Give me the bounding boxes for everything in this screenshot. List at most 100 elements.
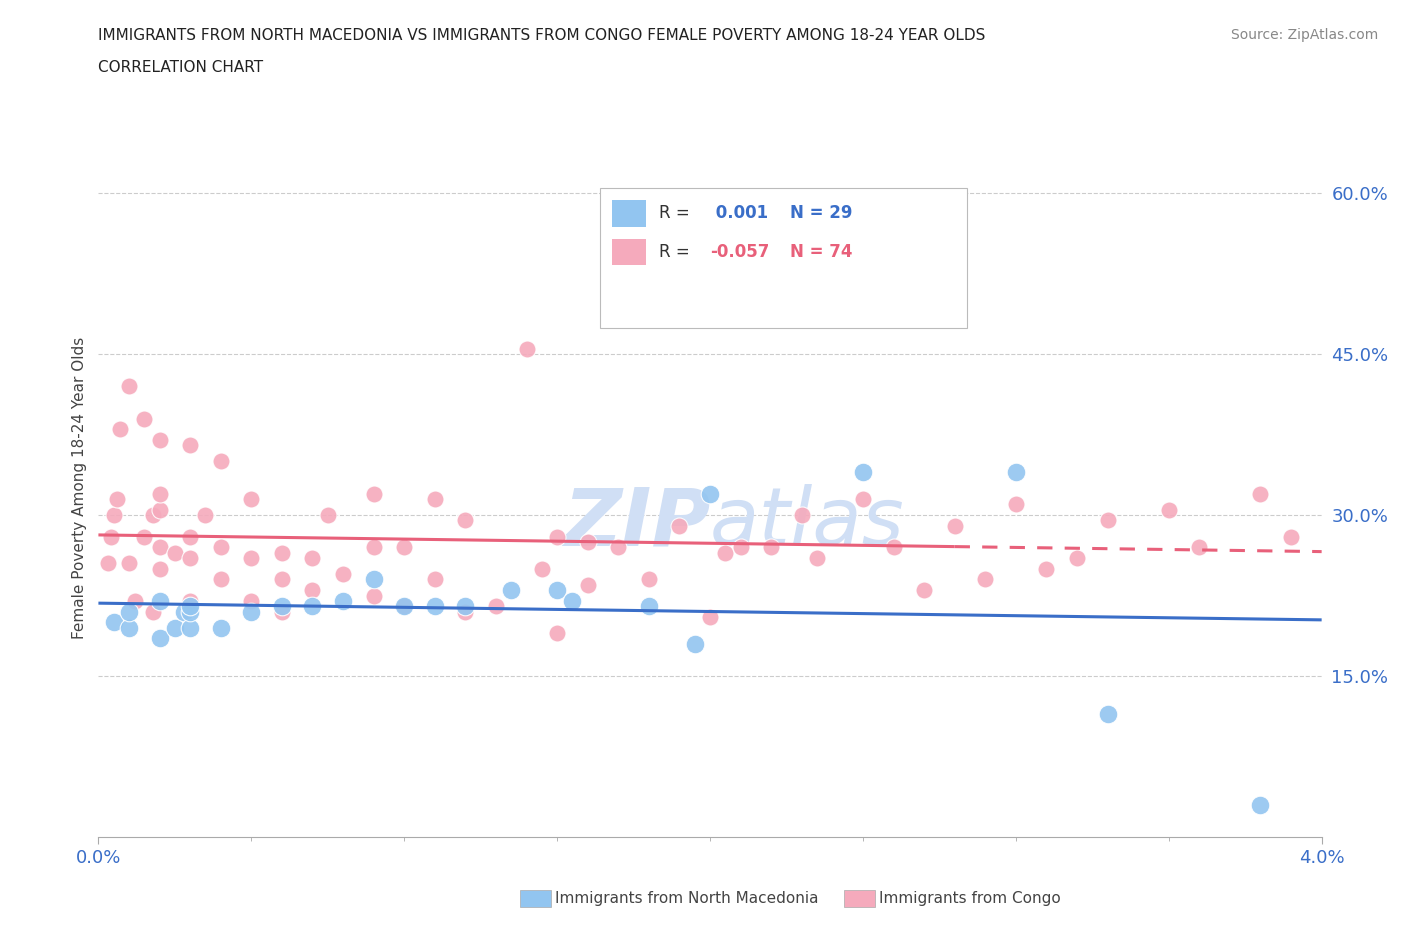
Point	[118, 604, 141, 619]
Point	[103, 508, 125, 523]
Point	[683, 636, 706, 651]
Bar	[612, 200, 647, 227]
Y-axis label: Female Poverty Among 18-24 Year Olds: Female Poverty Among 18-24 Year Olds	[72, 338, 87, 640]
Point	[1004, 465, 1026, 480]
Point	[149, 539, 172, 554]
Point	[730, 539, 752, 554]
Text: atlas: atlas	[710, 485, 905, 562]
Point	[576, 578, 599, 592]
Point	[576, 535, 599, 550]
Point	[423, 572, 446, 587]
Point	[173, 604, 195, 619]
Point	[240, 551, 263, 565]
Point	[134, 411, 156, 426]
Point	[301, 551, 323, 565]
Point	[454, 513, 477, 528]
Point	[699, 486, 721, 501]
Point	[149, 432, 172, 447]
Point	[485, 599, 508, 614]
Point	[546, 529, 568, 544]
Point	[301, 583, 323, 598]
Point	[714, 545, 737, 560]
Text: ZIP: ZIP	[562, 485, 710, 562]
Point	[118, 379, 141, 393]
Point	[240, 593, 263, 608]
Text: IMMIGRANTS FROM NORTH MACEDONIA VS IMMIGRANTS FROM CONGO FEMALE POVERTY AMONG 18: IMMIGRANTS FROM NORTH MACEDONIA VS IMMIG…	[98, 28, 986, 43]
Point	[118, 556, 141, 571]
Point	[1004, 497, 1026, 512]
Point	[142, 604, 165, 619]
Point	[699, 609, 721, 624]
Point	[561, 593, 583, 608]
Point	[423, 492, 446, 507]
Point	[759, 539, 782, 554]
Point	[392, 539, 416, 554]
Point	[852, 465, 875, 480]
Text: N = 74: N = 74	[790, 243, 852, 260]
Point	[637, 572, 661, 587]
Point	[392, 599, 416, 614]
Bar	[612, 239, 647, 265]
Point	[501, 583, 523, 598]
Point	[546, 626, 568, 641]
Point	[790, 508, 813, 523]
Point	[179, 438, 201, 453]
Point	[163, 620, 186, 635]
Point	[883, 539, 905, 554]
Point	[270, 604, 294, 619]
Point	[637, 599, 661, 614]
Text: Immigrants from North Macedonia: Immigrants from North Macedonia	[555, 891, 818, 906]
Point	[332, 566, 354, 581]
Point	[1249, 797, 1271, 812]
Point	[1157, 502, 1180, 517]
Point	[149, 593, 172, 608]
Point	[1066, 551, 1088, 565]
Point	[943, 518, 966, 533]
Text: N = 29: N = 29	[790, 205, 852, 222]
Point	[1249, 486, 1271, 501]
Point	[852, 492, 875, 507]
Text: CORRELATION CHART: CORRELATION CHART	[98, 60, 263, 75]
Text: Source: ZipAtlas.com: Source: ZipAtlas.com	[1230, 28, 1378, 42]
Point	[363, 539, 385, 554]
Point	[179, 593, 201, 608]
Point	[142, 508, 165, 523]
Text: Immigrants from Congo: Immigrants from Congo	[879, 891, 1060, 906]
Point	[530, 562, 553, 577]
Point	[1188, 539, 1211, 554]
Point	[179, 599, 201, 614]
Point	[270, 599, 294, 614]
Point	[97, 556, 120, 571]
Point	[270, 572, 294, 587]
Point	[209, 620, 232, 635]
Point	[209, 454, 232, 469]
Point	[1097, 513, 1119, 528]
Point	[179, 529, 201, 544]
Point	[100, 529, 122, 544]
Point	[149, 486, 172, 501]
Text: R =: R =	[658, 205, 695, 222]
Point	[1097, 706, 1119, 721]
FancyBboxPatch shape	[600, 189, 967, 328]
Point	[124, 593, 146, 608]
Point	[179, 551, 201, 565]
Point	[806, 551, 828, 565]
Text: R =: R =	[658, 243, 695, 260]
Text: -0.057: -0.057	[710, 243, 769, 260]
Point	[179, 604, 201, 619]
Point	[1035, 562, 1057, 577]
Point	[209, 539, 232, 554]
Point	[316, 508, 339, 523]
Point	[607, 539, 630, 554]
Point	[301, 599, 323, 614]
Point	[270, 545, 294, 560]
Point	[546, 583, 568, 598]
Point	[149, 562, 172, 577]
Point	[454, 599, 477, 614]
Point	[363, 486, 385, 501]
Point	[392, 599, 416, 614]
Point	[516, 341, 538, 356]
Point	[332, 593, 354, 608]
Point	[103, 615, 125, 630]
Point	[454, 604, 477, 619]
